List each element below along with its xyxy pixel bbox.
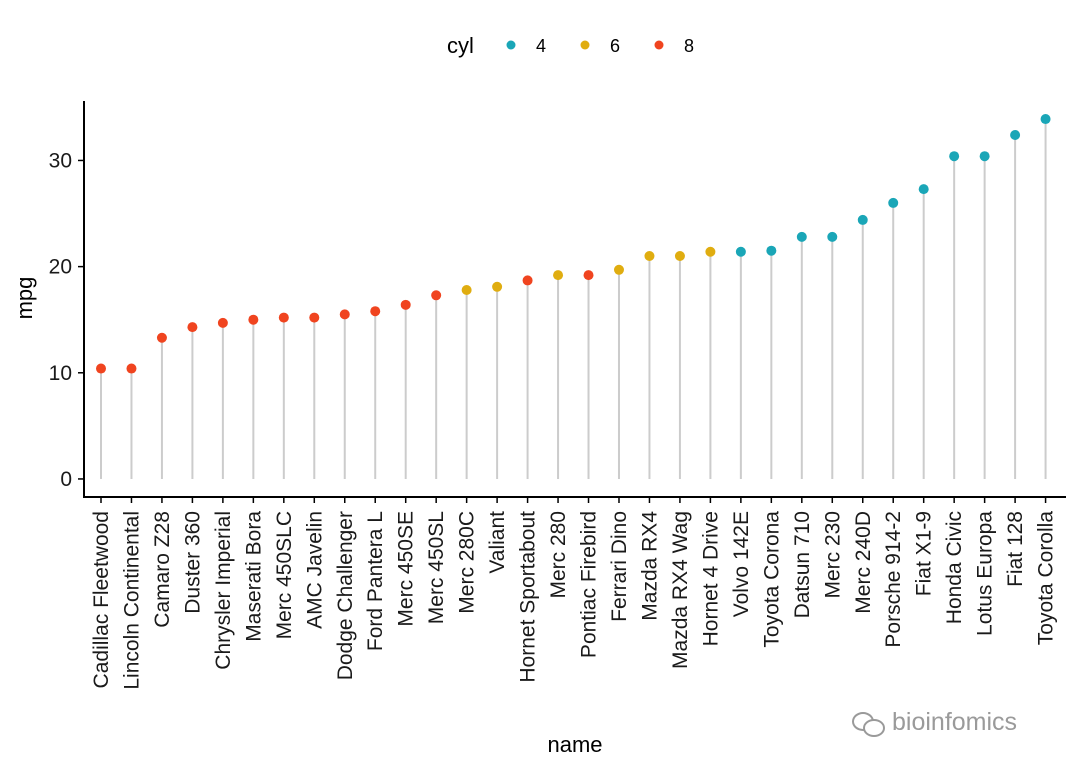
x-tick-label: Chrysler Imperial — [212, 511, 235, 670]
data-point — [248, 314, 259, 325]
x-tick-label: Merc 450SE — [395, 511, 418, 627]
data-point — [553, 270, 564, 281]
x-tick-label: Fiat 128 — [1004, 511, 1027, 587]
x-tick-label: Camaro Z28 — [151, 511, 174, 628]
x-tick-label: Lotus Europa — [974, 511, 997, 636]
data-point — [674, 251, 685, 262]
x-tick-label: Honda Civic — [943, 511, 966, 624]
x-tick-label: Mazda RX4 — [638, 511, 661, 621]
data-point — [278, 312, 289, 323]
legend-swatch-6 — [580, 40, 590, 50]
watermark: bioinfomics — [852, 708, 1017, 737]
y-tick-label: 10 — [49, 362, 72, 385]
legend-swatch-4 — [506, 40, 516, 50]
legend-label-6: 6 — [610, 36, 620, 56]
x-tick-label: Volvo 142E — [730, 511, 753, 617]
x-tick-label: Fiat X1-9 — [913, 511, 936, 596]
x-tick-label: Merc 450SL — [425, 511, 448, 624]
y-tick-label: 30 — [49, 149, 72, 172]
x-tick-label: Ferrari Dino — [608, 511, 631, 622]
watermark-text: bioinfomics — [892, 708, 1018, 736]
x-tick-label: AMC Javelin — [303, 511, 326, 629]
data-point — [918, 184, 929, 195]
segments — [100, 119, 1047, 479]
x-tick-label: Merc 450SLC — [273, 511, 296, 639]
legend-label-4: 4 — [536, 36, 546, 56]
data-point — [1010, 129, 1021, 140]
data-point — [857, 214, 868, 225]
x-tick-label: Merc 280C — [456, 511, 479, 614]
x-tick-label: Pontiac Firebird — [578, 511, 601, 658]
legend: cyl 4 6 8 — [447, 33, 694, 58]
data-point — [644, 251, 655, 262]
x-tick-label: Dodge Challenger — [334, 511, 357, 680]
data-point — [339, 309, 350, 320]
x-tick-label: Lincoln Continental — [120, 511, 143, 690]
data-point — [949, 151, 960, 162]
x-tick-label: Hornet 4 Drive — [699, 511, 722, 646]
x-tick-label: Duster 360 — [181, 511, 204, 614]
data-point — [309, 312, 320, 323]
data-point — [217, 317, 228, 328]
y-tick-label: 0 — [60, 468, 72, 491]
axes: 0 10 20 30 Cadillac Fleetwood Lincoln Contin… — [49, 101, 1066, 690]
data-point — [1040, 114, 1051, 125]
data-point — [156, 332, 167, 343]
data-point — [522, 275, 533, 286]
data-point — [827, 231, 838, 242]
data-point — [431, 290, 442, 301]
data-point — [96, 363, 106, 374]
x-tick-label: Toyota Corona — [760, 511, 783, 648]
x-tick-label: Ford Pantera L — [364, 511, 387, 651]
points — [96, 114, 1051, 374]
data-point — [492, 281, 503, 292]
wechat-icon — [852, 710, 886, 737]
data-point — [187, 322, 198, 333]
legend-label-8: 8 — [684, 36, 694, 56]
x-tick-label: Valiant — [486, 511, 509, 574]
x-tick-label: Maserati Bora — [242, 511, 265, 642]
x-tick-label: Merc 230 — [821, 511, 844, 599]
x-tick-label: Merc 240D — [852, 511, 875, 614]
data-point — [461, 284, 472, 295]
data-point — [766, 245, 777, 256]
data-point — [400, 299, 411, 310]
x-tick-label: Datsun 710 — [791, 511, 814, 618]
data-point — [888, 197, 899, 208]
data-point — [126, 363, 137, 374]
x-tick-label: Mazda RX4 Wag — [669, 511, 692, 669]
x-axis-title: name — [547, 732, 602, 757]
y-tick-label: 20 — [49, 256, 72, 279]
data-point — [370, 306, 381, 317]
x-tick-label: Porsche 914-2 — [882, 511, 905, 648]
data-point — [796, 231, 807, 242]
data-point — [613, 264, 624, 275]
data-point — [979, 151, 990, 162]
x-tick-label: Toyota Corolla — [1035, 511, 1058, 646]
y-axis-title: mpg — [12, 277, 37, 320]
legend-title: cyl — [447, 33, 474, 58]
legend-swatch-8 — [654, 40, 664, 50]
data-point — [705, 246, 716, 257]
x-tick-label: Cadillac Fleetwood — [90, 511, 113, 688]
data-point — [735, 246, 746, 257]
data-point — [583, 270, 594, 281]
x-tick-label: Merc 280 — [547, 511, 570, 599]
x-tick-label: Hornet Sportabout — [517, 511, 540, 683]
